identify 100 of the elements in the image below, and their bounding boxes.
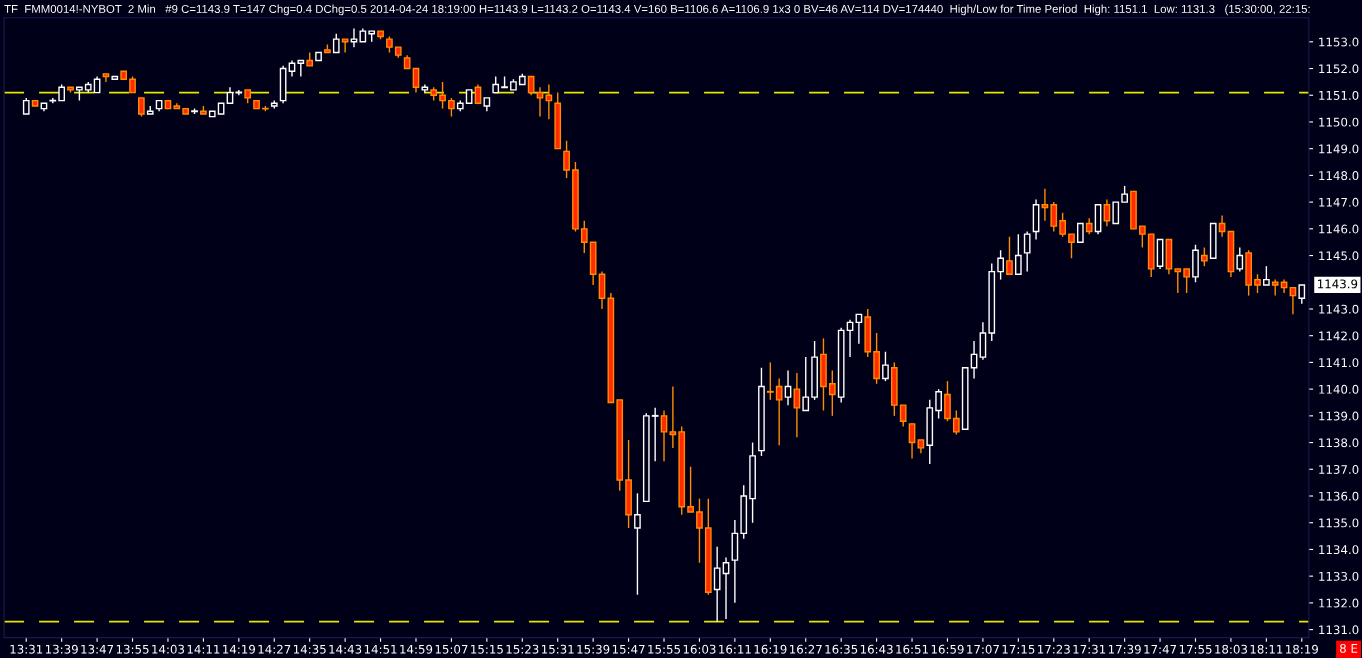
y-tick-label: 1138.0 [1319, 438, 1359, 448]
candlestick [1174, 268, 1182, 294]
text: 1143.9 [1318, 279, 1358, 289]
candlestick [1014, 233, 1022, 275]
y-tick-label: 1141.0 [1319, 358, 1359, 368]
x-tick-label: 15:23 [506, 644, 539, 654]
y-tick-label: 1139.0 [1319, 411, 1359, 421]
y-tick-label: 1140.0 [1319, 384, 1359, 394]
candlestick [802, 356, 810, 412]
candlestick [341, 38, 349, 54]
candlestick [332, 33, 340, 54]
candlestick [899, 404, 907, 428]
x-tick-label: 18:03 [1215, 644, 1247, 654]
candlestick [713, 546, 721, 623]
candlestick [1006, 236, 1013, 275]
candlestick [793, 372, 801, 438]
x-tick-label: 17:23 [1038, 644, 1070, 654]
x-tick-label: 13:55 [116, 644, 149, 654]
candlestick [882, 351, 889, 382]
candlestick [828, 369, 836, 417]
candlestick [1023, 230, 1031, 273]
y-tick-label: 1142.0 [1319, 331, 1359, 341]
x-tick-label: 14:51 [364, 644, 397, 654]
x-tick-label: 13:39 [45, 644, 78, 654]
candlestick [722, 556, 730, 620]
candlestick [1068, 233, 1075, 259]
chart-title: TF FMM0014!-NYBOT 2 Min #9 C=1143.9 T=147 Chg=0.4 DChg=0.5 2014-04-24 18:19:00 H=1143.9 L=1143.2 O=1143.4 V=160 B=1106.6 A=1106.9 1x3 0 BV=46 AV=114 DV=174440 High/Low for Time Period High: 1151.1 Low: 1131.3 (15:30:00, 22:15: [4, 4, 1310, 16]
candlestick [1112, 201, 1120, 225]
x-tick-label: 14:27 [258, 644, 291, 654]
candlestick [660, 409, 668, 462]
y-tick-label: 1152.0 [1319, 64, 1359, 74]
candlestick [580, 220, 588, 254]
candlestick [784, 369, 792, 406]
candlestick [297, 59, 305, 78]
x-tick-label: 14:11 [187, 644, 220, 654]
candlestick [1263, 265, 1270, 286]
text: 8 E [1339, 643, 1358, 653]
candlestick [350, 27, 358, 48]
y-tick-label: 1153.0 [1319, 37, 1359, 47]
candlestick [1050, 201, 1058, 233]
y-tick-label: 1132.0 [1319, 598, 1359, 608]
candlestick [687, 465, 694, 513]
candlestick [439, 81, 446, 110]
candlestick [102, 73, 110, 83]
y-tick-label: 1145.0 [1319, 251, 1359, 261]
y-tick-label: 1149.0 [1319, 144, 1359, 154]
x-tick-label: 16:59 [931, 644, 964, 654]
x-tick-label: 15:47 [612, 644, 645, 654]
y-tick-label: 1146.0 [1319, 224, 1359, 234]
y-tick-label: 1151.0 [1319, 90, 1359, 100]
candlestick [1059, 212, 1066, 238]
y-tick-label: 1137.0 [1319, 465, 1359, 474]
candlestick [138, 97, 145, 118]
y-tick-label: 1131.0 [1319, 625, 1359, 635]
candlestick [1183, 268, 1190, 294]
candlestick [908, 423, 916, 460]
x-tick-label: 17:15 [1002, 644, 1035, 654]
candlestick [1076, 222, 1084, 243]
candlestick [1254, 273, 1261, 294]
x-tick-label: 13:31 [10, 644, 43, 654]
candlestick [669, 385, 677, 449]
candlestick [1103, 198, 1111, 227]
candlestick [1236, 246, 1244, 273]
y-tick-label: 1135.0 [1319, 518, 1359, 528]
y-tick-label: 1150.0 [1319, 117, 1359, 127]
candlestick [651, 407, 659, 462]
y-tick-label: 1147.0 [1319, 197, 1359, 207]
x-tick-label: 15:07 [435, 644, 468, 654]
x-tick-label: 17:31 [1073, 644, 1106, 654]
x-tick-label: 16:35 [825, 644, 858, 654]
x-tick-label: 14:35 [293, 644, 326, 654]
y-tick-label: 1134.0 [1319, 545, 1359, 555]
y-tick-label: 1148.0 [1319, 171, 1359, 181]
x-tick-label: 15:15 [471, 644, 503, 654]
candlestick [696, 497, 703, 564]
y-tick-label: 1136.0 [1319, 491, 1359, 501]
x-tick-label: 18:11 [1250, 644, 1283, 654]
x-tick-label: 17:07 [967, 644, 999, 654]
x-tick-label: 15:55 [648, 644, 680, 654]
candlestick [997, 249, 1004, 281]
x-tick-label: 14:03 [152, 644, 185, 654]
candlestick [448, 97, 455, 118]
candlestick [1138, 225, 1146, 249]
candlestick [1298, 284, 1306, 305]
x-tick-label: 15:39 [577, 644, 610, 654]
x-tick-label: 17:55 [1179, 644, 1212, 654]
x-tick-label: 16:51 [896, 644, 928, 654]
x-tick-label: 16:03 [683, 644, 716, 654]
candlestick [1041, 188, 1049, 222]
y-tick-label: 1133.0 [1319, 571, 1359, 581]
x-tick-label: 18:19 [1286, 644, 1318, 654]
x-tick-label: 14:43 [329, 644, 362, 654]
candlestick [935, 388, 942, 420]
candlestick [634, 492, 641, 596]
x-tick-label: 17:39 [1108, 644, 1141, 654]
x-tick-label: 17:47 [1144, 644, 1177, 654]
x-tick-label: 16:11 [719, 644, 751, 654]
candlestick [775, 377, 783, 446]
candlestick [1201, 246, 1208, 267]
candlestick [536, 86, 544, 118]
